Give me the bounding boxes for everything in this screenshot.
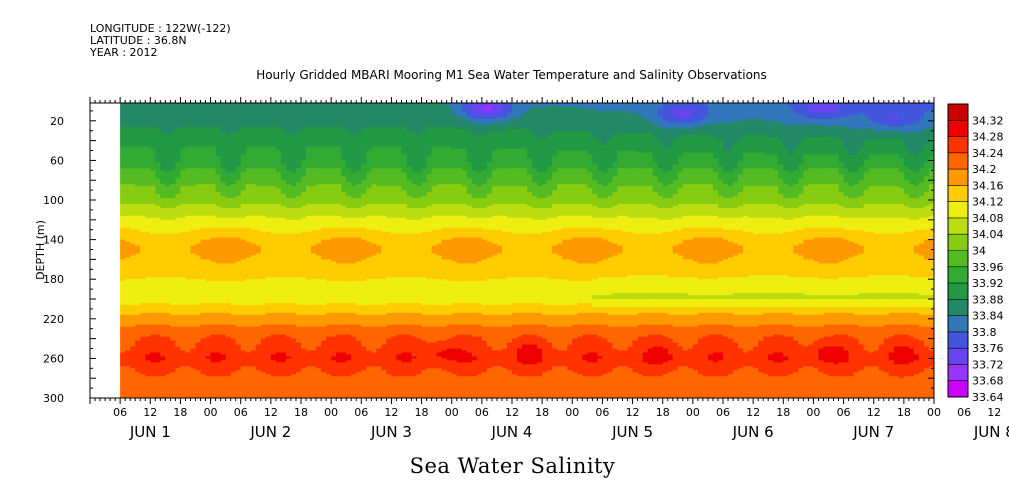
salinity-field (120, 103, 934, 399)
plot-area (90, 103, 935, 399)
